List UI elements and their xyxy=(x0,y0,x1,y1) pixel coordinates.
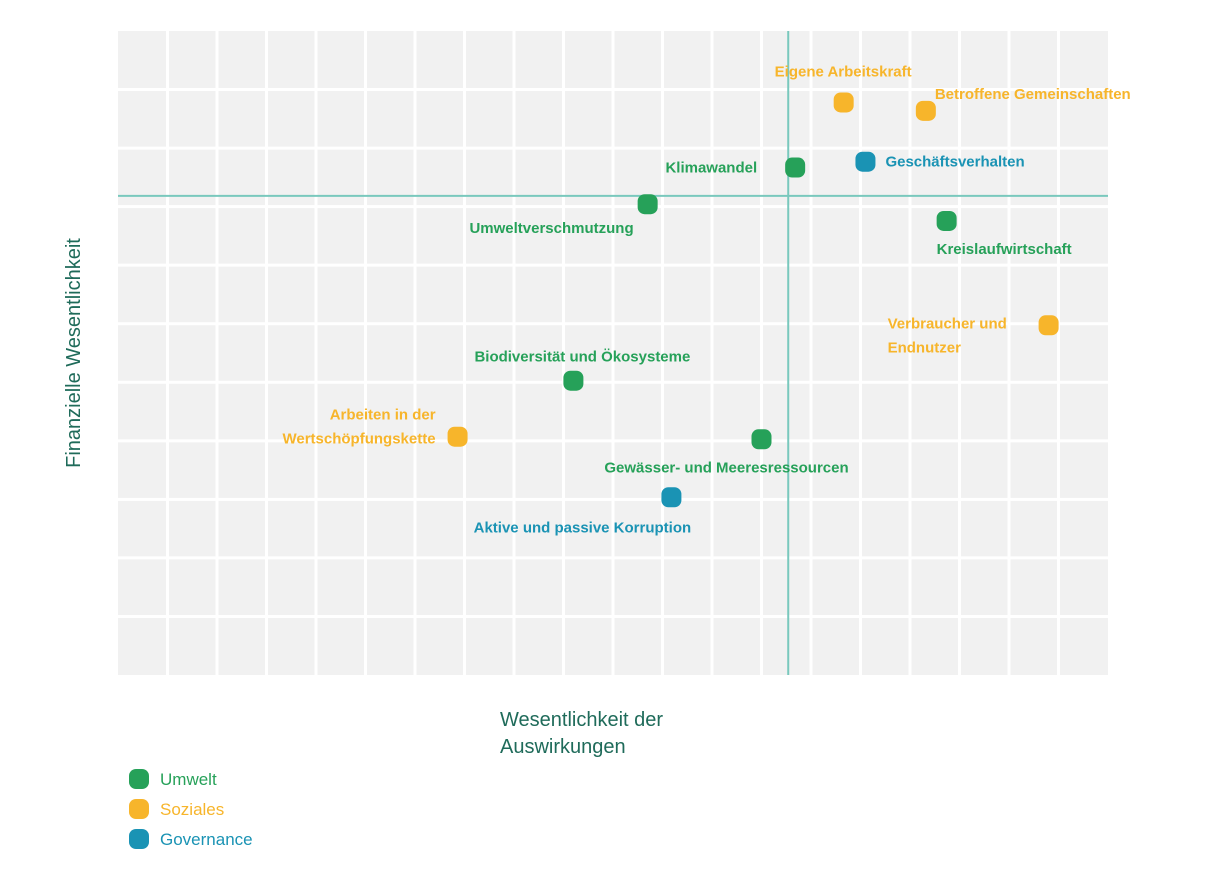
legend-swatch xyxy=(129,829,149,849)
data-point-marker xyxy=(563,370,584,391)
legend-label: Umwelt xyxy=(160,770,217,789)
data-point-label: Betroffene Gemeinschaften xyxy=(935,86,1131,103)
data-points: Eigene Arbeitskraft Betroffene Gemeinscha… xyxy=(282,63,1130,536)
data-point-marker xyxy=(785,157,806,178)
data-point-label: Gewässer- und Meeresressourcen xyxy=(604,459,848,476)
data-point-marker xyxy=(855,151,876,172)
legend-label: Soziales xyxy=(160,800,224,819)
data-point-label: Arbeiten in der xyxy=(330,407,436,424)
data-point-marker xyxy=(661,487,682,508)
data-point-marker xyxy=(833,92,854,113)
data-point-label: Wertschöpfungskette xyxy=(282,431,435,448)
data-point-label: Eigene Arbeitskraft xyxy=(775,63,912,80)
data-point-label: Aktive und passive Korruption xyxy=(474,519,692,536)
grid-lines xyxy=(118,31,1108,675)
data-point-label: Umweltverschmutzung xyxy=(469,220,633,237)
legend-swatch xyxy=(129,769,149,789)
data-point-marker xyxy=(751,429,772,450)
data-point-label: Kreislaufwirtschaft xyxy=(937,241,1072,258)
y-axis-title: Finanzielle Wesentlichkeit xyxy=(63,238,85,468)
data-point-label: Klimawandel xyxy=(665,160,757,177)
threshold-lines xyxy=(118,31,1108,675)
data-point-marker xyxy=(915,100,936,121)
data-point-marker xyxy=(936,210,957,231)
x-axis-title: Wesentlichkeit der Auswirkungen xyxy=(500,709,663,758)
data-point-label: Biodiversität und Ökosysteme xyxy=(474,349,690,366)
data-point-marker xyxy=(447,426,468,447)
data-point-marker xyxy=(1038,315,1059,336)
data-point-marker xyxy=(637,194,658,215)
data-point-label: Verbraucher und xyxy=(888,315,1007,332)
data-point-label: Endnutzer xyxy=(888,339,961,356)
legend: Umwelt Soziales Governance xyxy=(129,769,253,849)
data-point-label: Geschäftsverhalten xyxy=(885,154,1024,171)
legend-swatch xyxy=(129,799,149,819)
legend-label: Governance xyxy=(160,830,253,849)
